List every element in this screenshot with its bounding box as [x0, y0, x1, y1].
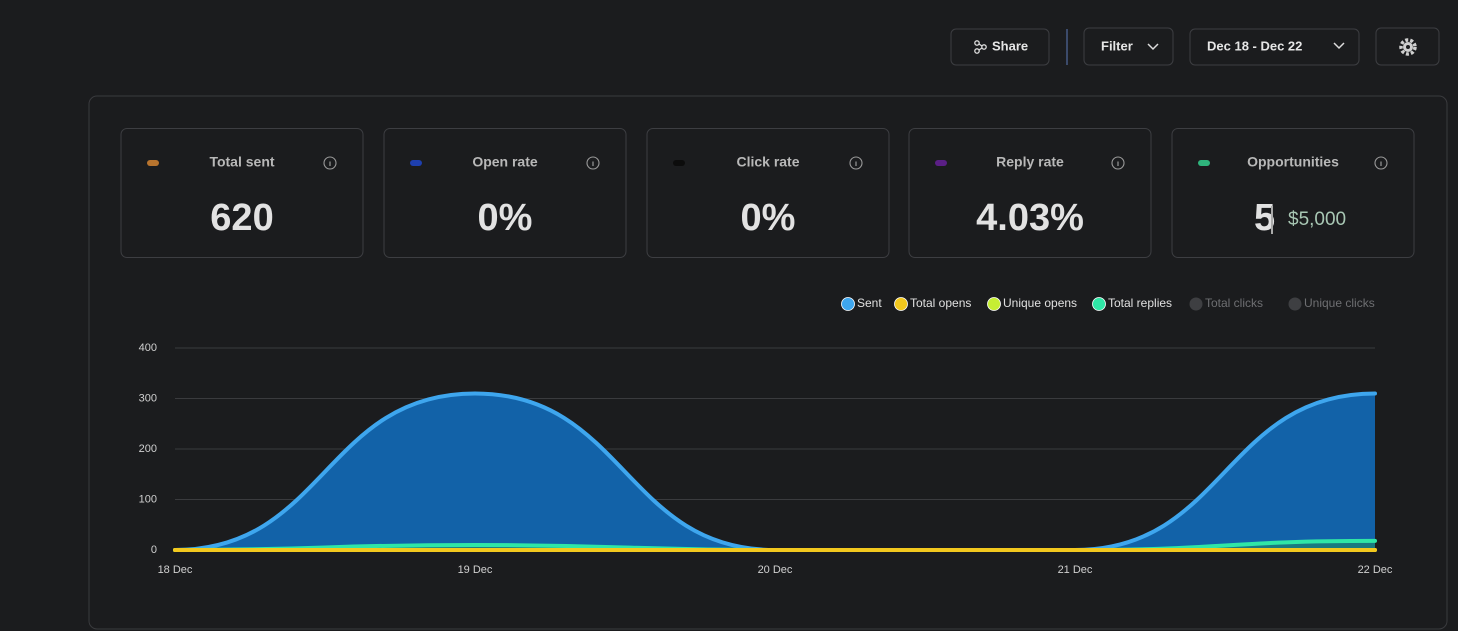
stat-value: 5 — [1254, 197, 1275, 239]
share-button-frame[interactable] — [950, 28, 1050, 66]
legend-swatch — [1288, 297, 1302, 311]
date-label[interactable]: Dec 18 - Dec 22 — [1207, 38, 1302, 53]
stat-dot — [147, 160, 159, 166]
legend-swatch — [894, 297, 908, 311]
filter-button[interactable]: Filter — [1083, 27, 1174, 66]
stat-card — [908, 128, 1152, 258]
y-tick-label: 200 — [139, 443, 157, 455]
stat-value: 4.03% — [976, 197, 1084, 239]
legend-swatch — [1189, 297, 1203, 311]
stat-value: 620 — [210, 197, 273, 239]
y-tick-label: 100 — [139, 493, 157, 505]
chevron — [1147, 43, 1159, 51]
stat-value: 0% — [478, 197, 533, 239]
legend-swatch — [841, 297, 855, 311]
stat-label: Click rate — [736, 154, 799, 170]
stat-card — [120, 128, 364, 258]
share-icon — [974, 40, 987, 54]
stat-card — [646, 128, 890, 258]
y-tick-label: 400 — [139, 342, 157, 354]
legend-label: Unique opens — [1003, 296, 1077, 310]
stat-amount: $5,000 — [1288, 209, 1346, 230]
gear-icon — [1406, 45, 1410, 49]
area — [175, 393, 1375, 550]
stat-value: 0% — [741, 197, 796, 239]
x-tick-label: 19 Dec — [458, 564, 493, 576]
stat-dot — [1198, 160, 1210, 166]
y-tick-label: 300 — [139, 392, 157, 404]
share-label[interactable]: Share — [992, 38, 1028, 53]
stat-label: Total sent — [209, 154, 274, 170]
x-tick-label: 20 Dec — [758, 564, 793, 576]
stat-label: Open rate — [472, 154, 538, 170]
legend-label: Total opens — [910, 296, 971, 310]
x-tick-label: 22 Dec — [1358, 564, 1393, 576]
chevron — [1333, 42, 1345, 50]
settings-button[interactable] — [1375, 27, 1440, 66]
stat-dot — [410, 160, 422, 166]
stat-card — [1171, 128, 1415, 258]
info-icon — [1374, 156, 1388, 170]
info-icon — [849, 156, 863, 170]
stat-dot — [673, 160, 685, 166]
info-icon — [1111, 156, 1125, 170]
legend-label: Sent — [857, 296, 882, 310]
date-button[interactable]: Dec 18 - Dec 22 — [1189, 28, 1360, 66]
info-icon — [586, 156, 600, 170]
info-icon — [323, 156, 337, 170]
area — [175, 540, 1375, 550]
stat-label: Reply rate — [996, 154, 1064, 170]
legend-label: Total replies — [1108, 296, 1172, 310]
legend-swatch — [987, 297, 1001, 311]
legend: Sent Total opens Unique opens Total replies… — [841, 296, 1375, 311]
filter-button-frame[interactable] — [1083, 27, 1174, 66]
x-tick-label: 18 Dec — [158, 564, 193, 576]
filter-label[interactable]: Filter — [1101, 38, 1133, 53]
stat-card — [383, 128, 627, 258]
date-button-frame[interactable] — [1189, 28, 1360, 66]
stat-cards: Total sent 620 Open rate 0% Click rate 0% Repl… — [120, 128, 1415, 258]
stat-dot — [935, 160, 947, 166]
legend-label: Unique clicks — [1304, 296, 1375, 310]
stat-label: Opportunities — [1247, 154, 1339, 170]
x-tick-label: 21 Dec — [1058, 564, 1093, 576]
share-button[interactable]: Share — [950, 28, 1050, 66]
legend-label: Total clicks — [1205, 296, 1263, 310]
gear-icon — [1399, 38, 1417, 56]
chart: 0 100 200 300 400 18 Dec 19 Dec 20 Dec 21 Dec 22 … — [139, 296, 1393, 576]
legend-swatch — [1092, 297, 1106, 311]
y-tick-label: 0 — [151, 544, 157, 556]
